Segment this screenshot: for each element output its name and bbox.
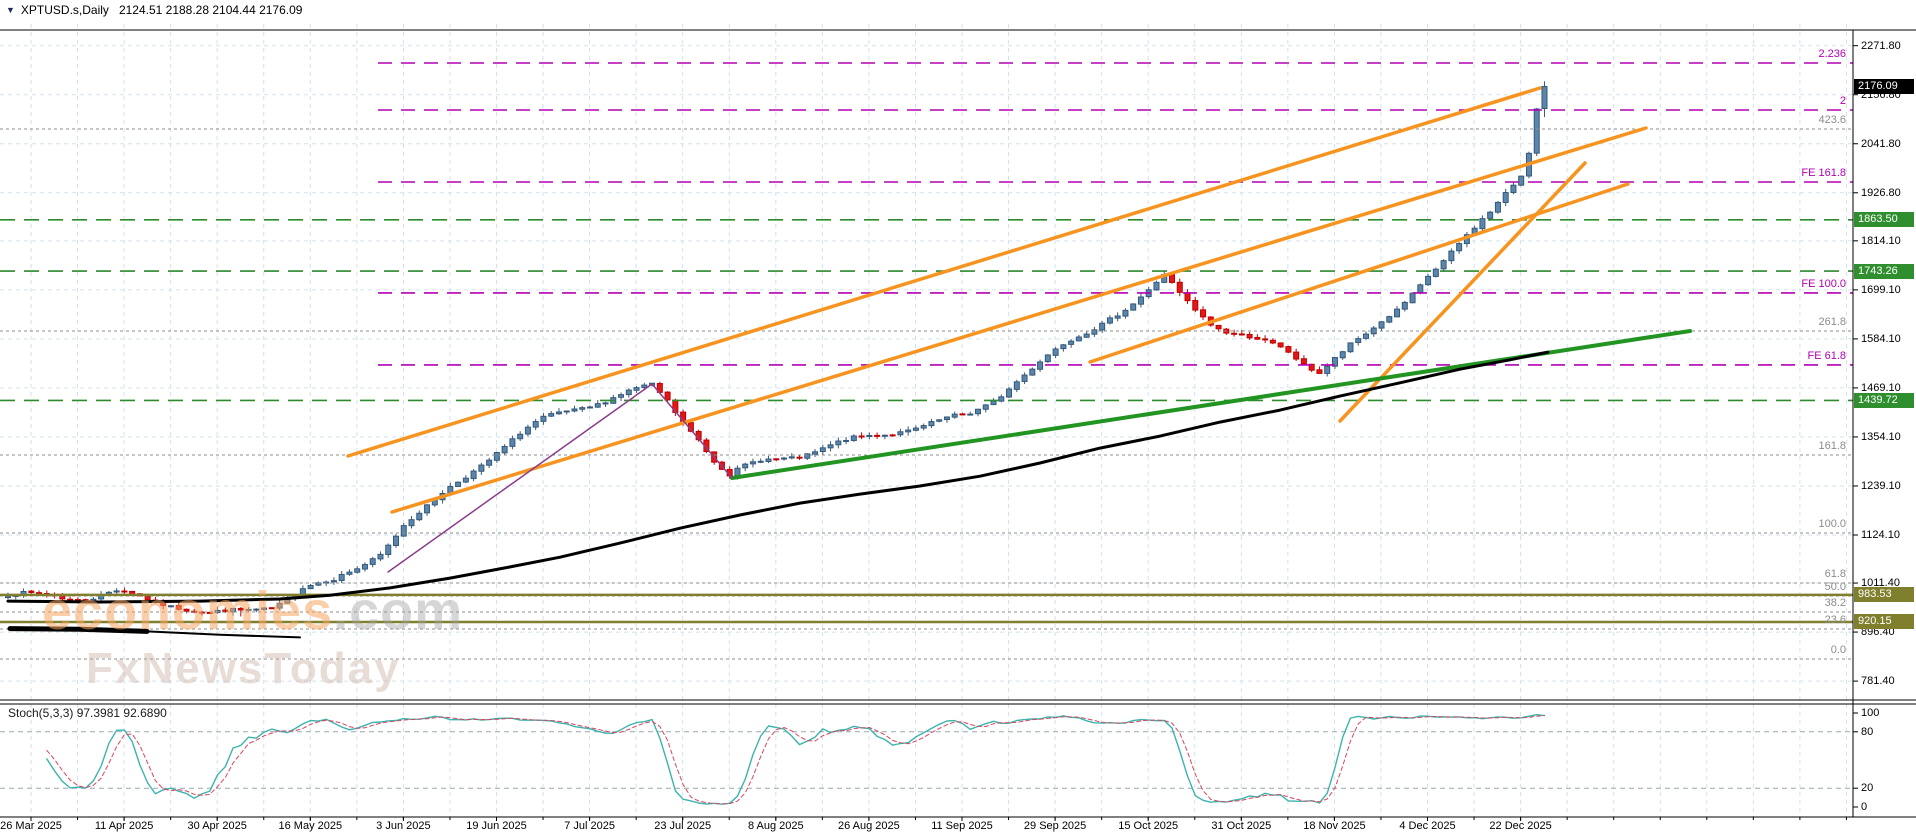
date-label: 7 Jul 2025	[564, 820, 615, 832]
date-label: 15 Oct 2025	[1118, 820, 1179, 832]
price-tick-label: 1814.10	[1861, 234, 1901, 247]
fib-retracement-label: 100.0	[1818, 517, 1846, 530]
price-tick-label: 2271.80	[1861, 39, 1901, 52]
date-label: 11 Sep 2025	[931, 820, 993, 832]
fib-expansion-label: FE 61.8	[1807, 349, 1846, 362]
date-label: 4 Dec 2025	[1399, 820, 1456, 832]
price-tick-label: 1926.80	[1861, 186, 1901, 199]
date-label: 8 Aug 2025	[747, 820, 804, 832]
date-label: 18 Nov 2025	[1303, 820, 1366, 832]
moving-average-layer	[6, 350, 1550, 639]
trendlines-layer	[346, 86, 1692, 573]
current-price-badge: 2176.09	[1854, 79, 1914, 94]
date-label: 16 May 2025	[278, 820, 343, 832]
symbol-dropdown-icon[interactable]: ▼	[6, 5, 15, 15]
stoch-tick-label: 100	[1861, 707, 1880, 719]
fib-expansion-label: FE 161.8	[1801, 166, 1846, 179]
price-tick-label: 1011.40	[1861, 577, 1900, 590]
date-label: 29 Sep 2025	[1023, 820, 1087, 832]
stoch-tick-label: 0	[1861, 801, 1868, 813]
level-price-badge: 920.15	[1854, 614, 1914, 630]
level-price-badge: 983.53	[1854, 587, 1914, 603]
date-label: 23 Jul 2025	[654, 820, 712, 832]
date-label: 19 Jun 2025	[466, 820, 527, 832]
fib-retracement-label: 0.0	[1830, 643, 1846, 656]
level-price-badge: 1863.50	[1854, 212, 1914, 228]
price-tick-label: 781.40	[1861, 675, 1895, 688]
price-tick-label: 1469.10	[1861, 381, 1901, 394]
price-tick-label: 1584.10	[1861, 332, 1901, 345]
level-price-badge: 1743.26	[1854, 263, 1914, 279]
ohlc-values: 2124.51 2188.28 2104.44 2176.09	[118, 3, 303, 17]
stoch-indicator-label: Stoch(5,3,3) 97.3981 92.6890	[8, 706, 167, 720]
fib-expansion-label: FE 100.0	[1801, 277, 1846, 290]
fib-retracement-label: 50.0	[1824, 580, 1846, 593]
price-tick-label: 1699.10	[1861, 283, 1901, 296]
price-tick-label: 1124.10	[1861, 528, 1900, 541]
date-label: 11 Apr 2025	[94, 820, 154, 832]
fib-retracement-label: 161.8	[1818, 439, 1846, 452]
fib-retracement-label: 23.6	[1824, 613, 1846, 626]
fib-retracement-label: 38.2	[1824, 596, 1846, 609]
date-label: 22 Dec 2025	[1489, 820, 1552, 832]
date-label: 3 Jun 2025	[376, 820, 431, 832]
symbol-name: XPTUSD.s,Daily	[20, 3, 109, 17]
fib-expansion-label: 2	[1839, 94, 1846, 107]
stoch-tick-label: 80	[1861, 725, 1874, 738]
stoch-tick-label: 20	[1861, 782, 1874, 795]
date-label: 26 Mar 2025	[0, 820, 62, 832]
stoch-layer	[0, 714, 1853, 805]
price-tick-label: 2041.80	[1861, 137, 1901, 150]
borders-layer	[0, 29, 1916, 821]
fib-retracement-label: 61.8	[1824, 567, 1846, 580]
candles-layer	[5, 81, 1548, 617]
date-label: 26 Aug 2025	[837, 820, 900, 832]
fib-retracement-label: 261.8	[1818, 316, 1846, 328]
levels-layer	[0, 62, 1853, 660]
date-label: 31 Oct 2025	[1211, 820, 1272, 832]
date-label: 30 Apr 2025	[187, 820, 247, 832]
chart-title: ▼ XPTUSD.s,Daily 2124.51 2188.28 2104.44 2…	[6, 3, 302, 17]
fib-retracement-label: 423.6	[1818, 114, 1846, 126]
level-price-badge: 1439.72	[1854, 392, 1914, 408]
price-tick-label: 1354.10	[1861, 430, 1901, 443]
price-tick-label: 1239.10	[1861, 479, 1901, 492]
grid-layer	[0, 24, 1853, 817]
fib-expansion-label: 2.236	[1818, 48, 1846, 60]
